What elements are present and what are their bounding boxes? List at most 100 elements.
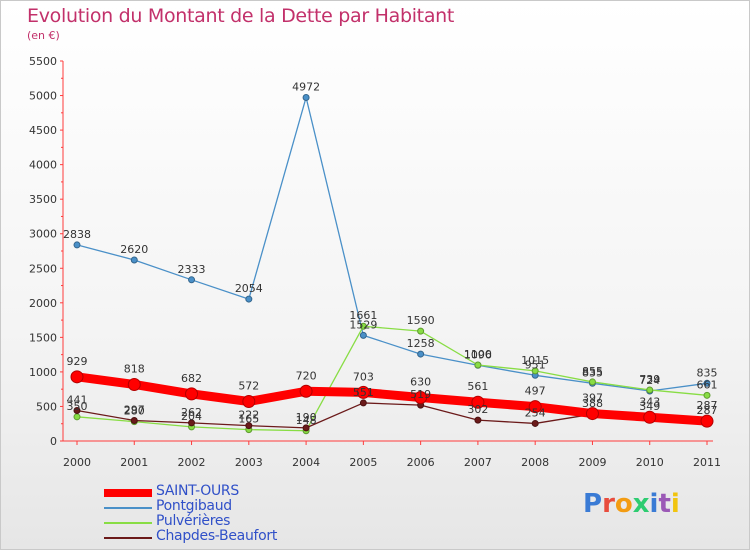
data-point-saint-ours	[585, 407, 599, 421]
chart-subtitle: (en €)	[27, 29, 60, 42]
x-tick-label: 2010	[636, 456, 664, 469]
legend-swatch	[104, 507, 152, 509]
data-label-pontgibaud: 2620	[120, 243, 148, 256]
data-label-chapdes-beaufort: 190	[296, 411, 317, 424]
data-point-saint-ours	[70, 370, 84, 384]
y-tick-label: 0	[50, 435, 57, 448]
data-label-pulv-ri-res: 661	[697, 378, 718, 391]
y-tick-label: 4000	[29, 159, 57, 172]
data-point-pontgibaud	[359, 331, 367, 339]
data-point-pontgibaud	[417, 350, 425, 358]
data-point-saint-ours	[643, 410, 657, 424]
data-label-pulv-ri-res: 1015	[521, 354, 549, 367]
legend-swatch	[104, 522, 152, 524]
y-tick-label: 4500	[29, 124, 57, 137]
data-label-pulv-ri-res: 204	[181, 410, 202, 423]
data-point-pulv-ri-res	[359, 322, 367, 330]
data-label-pulv-ri-res: 350	[67, 400, 88, 413]
data-point-chapdes-beaufort	[130, 416, 138, 424]
data-label-pulv-ri-res: 280	[124, 405, 145, 418]
data-label-pontgibaud: 835	[582, 366, 603, 379]
y-tick-label: 5000	[29, 90, 57, 103]
logo-letter: o	[614, 489, 633, 519]
data-label-saint-ours: 561	[467, 380, 488, 393]
data-label-chapdes-beaufort: 388	[582, 397, 603, 410]
data-point-saint-ours	[299, 384, 313, 398]
data-label-pontgibaud: 1096	[464, 348, 492, 361]
y-tick-label: 3000	[29, 228, 57, 241]
data-label-pontgibaud: 2054	[235, 282, 263, 295]
data-point-pulv-ri-res	[531, 367, 539, 375]
x-tick-label: 2001	[120, 456, 148, 469]
data-point-saint-ours	[127, 377, 141, 391]
series-line-pulv-ri-res	[76, 325, 708, 432]
data-label-pulv-ri-res: 1590	[407, 314, 435, 327]
series-line-saint-ours	[72, 372, 712, 426]
logo-letter: P	[583, 489, 603, 519]
logo-letter: x	[632, 489, 650, 519]
data-point-saint-ours	[700, 414, 714, 428]
logo-letter: t	[658, 489, 671, 519]
legend-label: Chapdes-Beaufort	[156, 528, 278, 544]
data-point-chapdes-beaufort	[188, 419, 196, 427]
x-tick-label: 2002	[178, 456, 206, 469]
x-tick-label: 2004	[292, 456, 320, 469]
data-label-pontgibaud: 2333	[178, 263, 206, 276]
data-label-saint-ours: 720	[296, 369, 317, 382]
data-label-saint-ours: 397	[582, 392, 603, 405]
data-label-pulv-ri-res: 855	[582, 365, 603, 378]
data-label-pulv-ri-res: 739	[639, 373, 660, 386]
data-point-saint-ours	[414, 390, 428, 404]
data-point-saint-ours	[356, 385, 370, 399]
data-label-pontgibaud: 724	[639, 374, 660, 387]
data-point-saint-ours	[185, 387, 199, 401]
x-tick-label: 2005	[349, 456, 377, 469]
data-label-pontgibaud: 951	[525, 358, 546, 371]
x-tick-label: 2008	[521, 456, 549, 469]
data-point-pontgibaud	[188, 276, 196, 284]
data-label-pulv-ri-res: 1661	[349, 309, 377, 322]
data-label-pontgibaud: 4972	[292, 80, 320, 93]
data-label-chapdes-beaufort: 302	[467, 403, 488, 416]
data-point-chapdes-beaufort	[531, 419, 539, 427]
data-label-pulv-ri-res: 165	[238, 413, 259, 426]
data-label-saint-ours: 703	[353, 370, 374, 383]
legend-swatch	[104, 537, 152, 539]
x-tick-label: 2009	[578, 456, 606, 469]
data-label-pulv-ri-res: 1100	[464, 348, 492, 361]
data-point-pontgibaud	[245, 295, 253, 303]
logo-letter: r	[602, 489, 615, 519]
data-label-pontgibaud: 2838	[63, 228, 91, 241]
data-point-chapdes-beaufort	[474, 416, 482, 424]
logo-letter: i	[649, 489, 659, 519]
logo-letter: i	[670, 489, 680, 519]
data-point-chapdes-beaufort	[302, 424, 310, 432]
data-label-chapdes-beaufort: 297	[124, 403, 145, 416]
data-label-saint-ours: 572	[238, 379, 259, 392]
data-point-pontgibaud	[302, 93, 310, 101]
data-point-chapdes-beaufort	[359, 399, 367, 407]
data-point-saint-ours	[471, 395, 485, 409]
data-point-saint-ours	[528, 400, 542, 414]
data-point-pulv-ri-res	[703, 391, 711, 399]
legend-label: SAINT-OURS	[156, 483, 239, 499]
y-tick-label: 2500	[29, 262, 57, 275]
data-label-pontgibaud: 1258	[407, 337, 435, 350]
data-label-saint-ours: 497	[525, 385, 546, 398]
data-label-saint-ours: 287	[697, 399, 718, 412]
data-label-saint-ours: 343	[639, 395, 660, 408]
legend-label: Pulvérières	[156, 513, 231, 529]
series-line-pontgibaud	[76, 96, 708, 392]
data-label-saint-ours: 630	[410, 375, 431, 388]
data-label-chapdes-beaufort: 349	[639, 400, 660, 413]
data-label-pontgibaud: 1529	[349, 318, 377, 331]
data-point-pontgibaud	[703, 379, 711, 387]
y-tick-label: 3500	[29, 193, 57, 206]
data-label-chapdes-beaufort: 287	[697, 404, 718, 417]
data-point-pontgibaud	[130, 256, 138, 264]
data-point-pulv-ri-res	[646, 386, 654, 394]
data-point-pulv-ri-res	[73, 413, 81, 421]
y-tick-label: 1500	[29, 331, 57, 344]
